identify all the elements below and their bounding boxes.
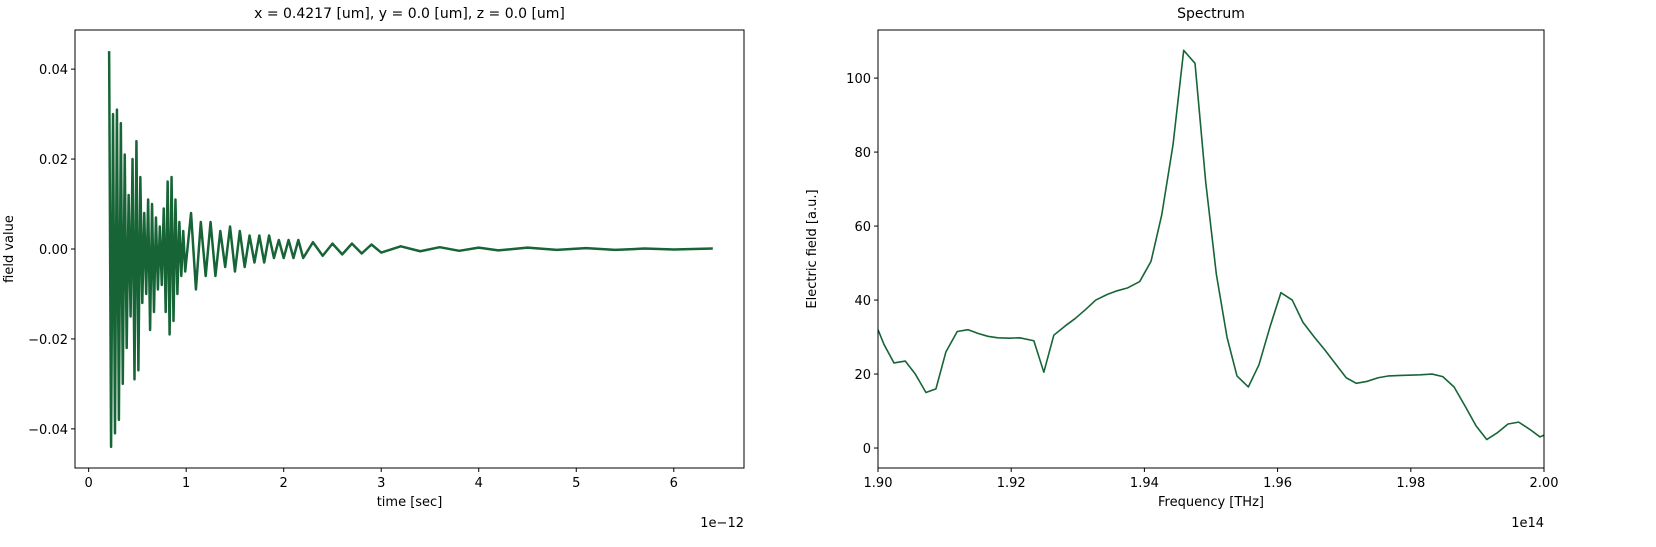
x-axis-label: Frequency [THz] (1158, 495, 1264, 510)
x-tick-label: 1.92 (997, 476, 1026, 491)
x-tick-label: 1.96 (1263, 476, 1292, 491)
chart-title: Spectrum (1177, 6, 1245, 22)
x-tick-label: 1.94 (1130, 476, 1159, 491)
y-tick-label: −0.04 (28, 423, 68, 438)
y-tick-label: 0.02 (39, 153, 68, 168)
axes-frame (74, 29, 745, 469)
y-tick-label: 0 (863, 442, 871, 457)
x-tick-label: 1.98 (1396, 476, 1425, 491)
x-tick-label: 6 (670, 476, 678, 491)
x-tick-label: 4 (475, 476, 483, 491)
x-tick-label: 2.00 (1530, 476, 1559, 491)
y-tick-label: 20 (854, 368, 871, 383)
y-axis-label: field value (2, 215, 17, 283)
y-tick-label: −0.02 (28, 333, 68, 348)
x-tick-label: 1 (182, 476, 190, 491)
data-line (878, 49, 1544, 441)
y-axis-label: Electric field [a.u.] (805, 189, 820, 308)
data-line (107, 51, 713, 449)
y-tick-label: 0.04 (39, 63, 68, 78)
y-tick-label: 80 (854, 146, 871, 161)
x-tick-label: 0 (85, 476, 93, 491)
subplot: x = 0.4217 [um], y = 0.0 [um], z = 0.0 [… (2, 6, 745, 531)
y-tick-label: 0.00 (39, 243, 68, 258)
chart-title: x = 0.4217 [um], y = 0.0 [um], z = 0.0 [… (254, 6, 565, 22)
axes-frame (877, 29, 1545, 469)
x-tick-label: 3 (377, 476, 385, 491)
x-offset-label: 1e14 (1511, 516, 1544, 531)
x-tick-label: 1.90 (864, 476, 893, 491)
y-tick-label: 100 (846, 72, 871, 87)
x-offset-label: 1e−12 (700, 516, 744, 531)
x-axis-label: time [sec] (377, 495, 443, 510)
x-tick-label: 2 (280, 476, 288, 491)
y-tick-label: 60 (854, 220, 871, 235)
x-tick-label: 5 (572, 476, 580, 491)
y-tick-label: 40 (854, 294, 871, 309)
subplot: Spectrum Frequency [THz] 1e14 Electric fiel… (805, 6, 1558, 531)
